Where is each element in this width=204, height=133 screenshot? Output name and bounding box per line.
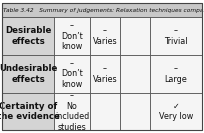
Bar xyxy=(90,17,120,55)
Text: –
Don’t
know: – Don’t know xyxy=(61,21,83,51)
Bar xyxy=(2,93,54,130)
Text: –
No
included
studies: – No included studies xyxy=(55,91,89,132)
Bar xyxy=(2,3,202,17)
Bar xyxy=(150,93,202,130)
Text: Undesirable
effects: Undesirable effects xyxy=(0,64,57,84)
Text: ✓
Very low: ✓ Very low xyxy=(159,102,193,121)
Text: –
Varies: – Varies xyxy=(93,26,117,46)
Bar xyxy=(54,17,90,55)
Text: Certainty of
the evidence: Certainty of the evidence xyxy=(0,102,60,121)
Bar xyxy=(120,93,150,130)
Text: –
Large: – Large xyxy=(165,64,187,84)
Bar xyxy=(2,55,54,93)
Bar xyxy=(150,17,202,55)
Bar xyxy=(120,55,150,93)
Bar xyxy=(54,55,90,93)
Bar xyxy=(120,17,150,55)
Text: –
Varies: – Varies xyxy=(93,64,117,84)
Bar xyxy=(150,55,202,93)
Text: –
Don’t
know: – Don’t know xyxy=(61,59,83,89)
Text: Desirable
effects: Desirable effects xyxy=(5,26,51,46)
Bar xyxy=(54,93,90,130)
Bar xyxy=(90,55,120,93)
Bar xyxy=(90,93,120,130)
Bar xyxy=(2,17,54,55)
Text: –
Trivial: – Trivial xyxy=(164,26,188,46)
Text: Table 3.42   Summary of judgements: Relaxation techniques compared with usual ca: Table 3.42 Summary of judgements: Relaxa… xyxy=(3,8,204,13)
